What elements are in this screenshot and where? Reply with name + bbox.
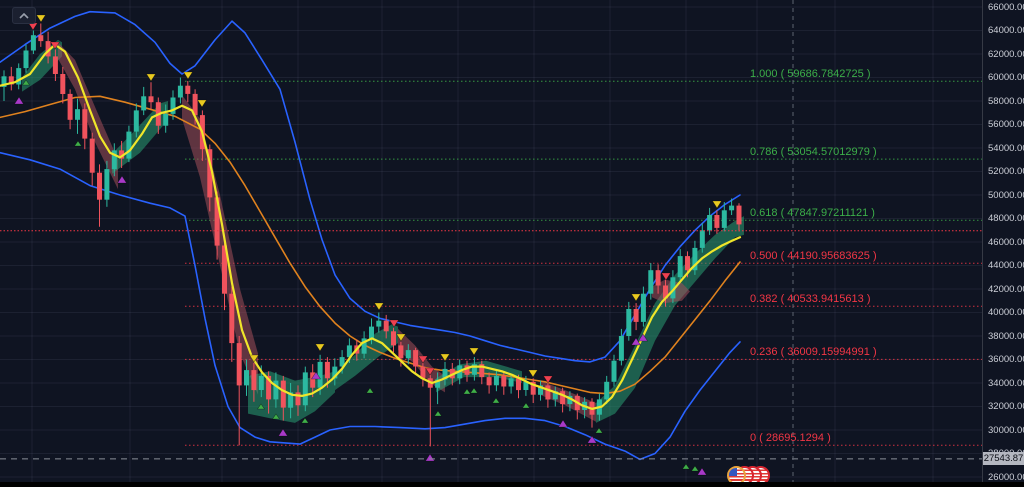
trend-cloud (182, 95, 258, 395)
candles (1, 23, 742, 447)
flag-icon[interactable] (727, 466, 746, 485)
fib-label[interactable]: 0.382 ( 40533.9415613 ) (750, 293, 871, 306)
price-tick-label: 52000.00 (988, 166, 1024, 177)
flag-canton (729, 468, 737, 476)
signal-markers (13, 14, 723, 476)
fib-label[interactable]: 0.500 ( 44190.95683625 ) (750, 250, 877, 263)
trend-cloud (58, 42, 118, 190)
trend-cloud (335, 324, 398, 391)
price-tick-label: 34000.00 (988, 377, 1024, 389)
price-tick-label: 26000.00 (988, 471, 1024, 483)
collapse-panel-button[interactable] (12, 7, 36, 24)
trend-cloud (596, 216, 744, 423)
fib-label[interactable]: 1.000 ( 59686.7842725 ) (750, 68, 871, 81)
price-tick-label: 56000.00 (988, 119, 1024, 130)
last-price-label: 27543.87 (983, 452, 1024, 466)
price-tick-label: 66000.00 (988, 1, 1024, 13)
bollinger-mid-line (0, 95, 741, 395)
price-tick-label: 48000.00 (988, 213, 1024, 224)
price-tick-label: 44000.00 (988, 260, 1024, 271)
price-tick-label: 50000.00 (988, 189, 1024, 201)
price-tick-label: 42000.00 (988, 283, 1024, 295)
price-tick-label: 30000.00 (988, 424, 1024, 436)
price-tick-label: 58000.00 (988, 95, 1024, 107)
price-tick-label: 54000.00 (988, 142, 1024, 154)
price-tick-label: 32000.00 (988, 401, 1024, 412)
fib-label[interactable]: 0.236 ( 36009.15994991 ) (750, 346, 877, 359)
trend-cloud (22, 39, 62, 92)
price-tick-label: 62000.00 (988, 48, 1024, 60)
price-chart-pane[interactable]: 1.000 ( 59686.7842725 ) 0.786 ( 53054.570… (0, 0, 982, 487)
fib-label[interactable]: 0.618 ( 47847.97211121 ) (750, 207, 875, 220)
fib-label[interactable]: 0.786 ( 53054.57012979 ) (750, 146, 877, 159)
fast-ma-line (0, 43, 742, 410)
price-tick-label: 36000.00 (988, 354, 1024, 365)
price-tick-label: 64000.00 (988, 25, 1024, 36)
bollinger-lower-line (0, 151, 741, 461)
time-axis-edge (0, 482, 1024, 487)
price-tick-label: 38000.00 (988, 330, 1024, 342)
chevron-up-icon (19, 12, 29, 19)
price-tick-label: 40000.00 (988, 307, 1024, 318)
fib-label[interactable]: 0 ( 28695.1294 ) (750, 432, 831, 445)
candlestick-chart-canvas[interactable] (0, 0, 982, 487)
price-tick-label: 60000.00 (988, 72, 1024, 83)
price-axis[interactable]: 66000.00 64000.00 62000.00 60000.00 58000.00… (982, 0, 1024, 487)
price-tick-label: 46000.00 (988, 236, 1024, 248)
